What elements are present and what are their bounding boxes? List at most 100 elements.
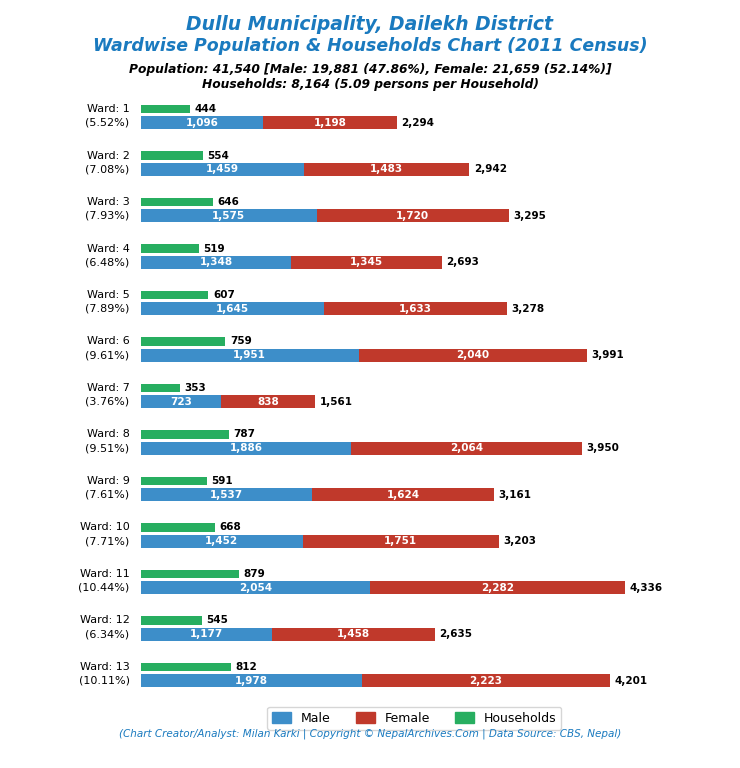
Text: Ward: 10: Ward: 10 [80,522,130,532]
Text: 519: 519 [203,243,225,253]
Text: 1,624: 1,624 [386,490,420,500]
Bar [141,117,263,130]
Text: 812: 812 [236,662,258,672]
Text: 2,064: 2,064 [450,443,483,453]
Bar [141,337,226,346]
Text: 545: 545 [206,615,228,625]
Text: 1,633: 1,633 [399,304,432,314]
Text: 2,294: 2,294 [401,118,434,128]
Text: 2,693: 2,693 [446,257,479,267]
Bar [141,442,352,455]
Text: Dullu Municipality, Dailekh District: Dullu Municipality, Dailekh District [186,15,554,35]
Text: Ward: 5: Ward: 5 [87,290,130,300]
Bar [303,163,469,176]
Text: 1,951: 1,951 [233,350,266,360]
Text: (7.71%): (7.71%) [85,536,130,546]
Text: 2,942: 2,942 [474,164,507,174]
Text: (10.44%): (10.44%) [78,583,130,593]
Text: 3,278: 3,278 [511,304,545,314]
Text: 1,452: 1,452 [205,536,238,546]
Text: (7.89%): (7.89%) [85,304,130,314]
Text: 1,096: 1,096 [186,118,218,128]
Text: 1,458: 1,458 [337,630,370,640]
Text: 723: 723 [170,397,192,407]
Bar [141,210,317,223]
Text: Ward: 7: Ward: 7 [87,383,130,393]
Bar [312,488,494,502]
Text: 668: 668 [220,522,241,532]
Text: (9.61%): (9.61%) [85,350,130,360]
Text: Ward: 3: Ward: 3 [87,197,130,207]
Text: Ward: 9: Ward: 9 [87,476,130,486]
Text: 554: 554 [207,151,229,161]
Text: (5.52%): (5.52%) [85,118,130,128]
Text: 787: 787 [233,429,255,439]
Bar [141,430,229,439]
Bar [272,628,435,641]
Bar [317,210,509,223]
Bar [292,256,442,269]
Text: (Chart Creator/Analyst: Milan Karki | Copyright © NepalArchives.Com | Data Sourc: (Chart Creator/Analyst: Milan Karki | Co… [119,728,621,739]
Text: 591: 591 [211,476,233,486]
Text: (3.76%): (3.76%) [85,397,130,407]
Text: 3,161: 3,161 [498,490,531,500]
Text: 2,635: 2,635 [440,630,473,640]
Text: 1,537: 1,537 [210,490,243,500]
Bar [141,163,303,176]
Bar [141,570,239,578]
Bar [263,117,397,130]
Bar [141,616,201,624]
Text: (7.93%): (7.93%) [85,211,130,221]
Text: (9.51%): (9.51%) [85,443,130,453]
Text: 444: 444 [195,104,217,114]
Bar [141,384,180,392]
Text: (7.08%): (7.08%) [85,164,130,174]
Bar [324,303,507,316]
Text: 1,198: 1,198 [314,118,346,128]
Text: Ward: 12: Ward: 12 [80,615,130,625]
Text: Wardwise Population & Households Chart (2011 Census): Wardwise Population & Households Chart (… [92,37,648,55]
Bar [141,198,213,206]
Text: Ward: 6: Ward: 6 [87,336,130,346]
Bar [303,535,499,548]
Legend: Male, Female, Households: Male, Female, Households [267,707,562,730]
Text: 1,886: 1,886 [229,443,263,453]
Bar [141,256,292,269]
Text: (7.61%): (7.61%) [85,490,130,500]
Text: 1,751: 1,751 [384,536,417,546]
Text: 1,177: 1,177 [189,630,223,640]
Text: 759: 759 [230,336,252,346]
Bar [141,663,232,671]
Bar [370,581,625,594]
Text: 646: 646 [218,197,239,207]
Bar [141,291,209,300]
Text: (6.48%): (6.48%) [85,257,130,267]
Text: 2,054: 2,054 [239,583,272,593]
Text: (10.11%): (10.11%) [78,676,130,686]
Text: 2,282: 2,282 [481,583,514,593]
Text: 4,201: 4,201 [614,676,648,686]
Bar [141,674,362,687]
Text: Ward: 2: Ward: 2 [87,151,130,161]
Bar [141,396,221,409]
Text: Ward: 8: Ward: 8 [87,429,130,439]
Bar [141,628,272,641]
Bar [141,477,206,485]
Bar [221,396,315,409]
Text: 1,645: 1,645 [216,304,249,314]
Bar [141,488,312,502]
Text: 879: 879 [243,569,265,579]
Text: Population: 41,540 [Male: 19,881 (47.86%), Female: 21,659 (52.14%)]: Population: 41,540 [Male: 19,881 (47.86%… [129,63,611,76]
Text: 3,203: 3,203 [503,536,536,546]
Text: 3,991: 3,991 [591,350,624,360]
Text: 1,459: 1,459 [206,164,239,174]
Text: 353: 353 [184,383,206,393]
Text: (6.34%): (6.34%) [85,630,130,640]
Text: 2,223: 2,223 [469,676,502,686]
Text: 1,978: 1,978 [235,676,268,686]
Bar [352,442,582,455]
Bar [141,151,203,160]
Bar [141,303,324,316]
Bar [141,349,359,362]
Text: 1,561: 1,561 [320,397,352,407]
